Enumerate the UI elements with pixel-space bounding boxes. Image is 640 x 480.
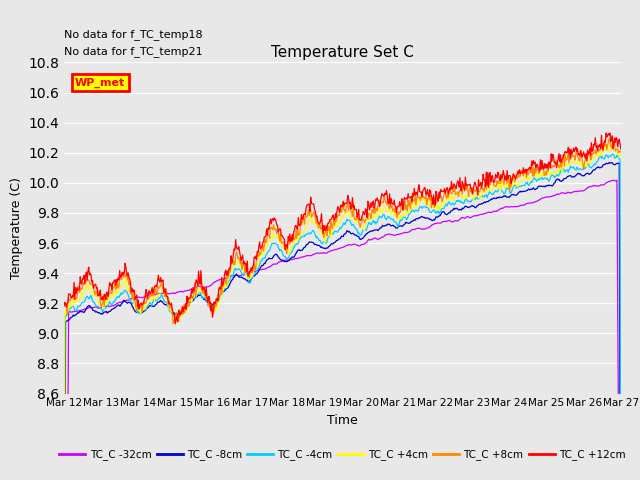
TC_C -4cm — [206, 306, 214, 312]
TC_C +8cm — [207, 304, 215, 310]
TC_C -8cm — [182, 304, 190, 310]
TC_C -4cm — [334, 229, 342, 235]
TC_C +12cm — [617, 146, 625, 152]
Line: TC_C -8cm: TC_C -8cm — [64, 163, 621, 480]
TC_C -32cm — [334, 246, 342, 252]
TC_C +12cm — [602, 130, 610, 136]
TC_C +12cm — [60, 303, 68, 309]
TC_C -32cm — [566, 190, 573, 196]
TC_C +8cm — [60, 303, 68, 309]
TC_C +8cm — [605, 136, 613, 142]
TC_C -8cm — [388, 223, 396, 228]
Text: No data for f_TC_temp18: No data for f_TC_temp18 — [64, 29, 203, 40]
TC_C -8cm — [206, 300, 214, 305]
TC_C -8cm — [334, 237, 342, 243]
TC_C +12cm — [172, 321, 179, 327]
TC_C -32cm — [388, 232, 396, 238]
TC_C +12cm — [389, 201, 397, 206]
TC_C +8cm — [566, 157, 574, 163]
TC_C -4cm — [182, 302, 190, 308]
TC_C +8cm — [335, 212, 342, 217]
Legend: TC_C -32cm, TC_C -8cm, TC_C -4cm, TC_C +4cm, TC_C +8cm, TC_C +12cm: TC_C -32cm, TC_C -8cm, TC_C -4cm, TC_C +… — [55, 445, 630, 465]
TC_C +12cm — [207, 308, 215, 314]
TC_C +4cm — [206, 305, 214, 311]
TC_C +12cm — [183, 293, 191, 299]
TC_C +8cm — [389, 207, 397, 213]
TC_C +4cm — [388, 210, 396, 216]
Line: TC_C -32cm: TC_C -32cm — [64, 180, 621, 480]
Y-axis label: Temperature (C): Temperature (C) — [10, 177, 22, 279]
TC_C +4cm — [606, 142, 614, 148]
TC_C -32cm — [610, 178, 618, 183]
Line: TC_C +4cm: TC_C +4cm — [64, 145, 621, 480]
TC_C +8cm — [444, 189, 451, 195]
Text: WP_met: WP_met — [75, 78, 125, 88]
Line: TC_C +8cm: TC_C +8cm — [64, 139, 621, 324]
Line: TC_C +12cm: TC_C +12cm — [64, 133, 621, 324]
TC_C -8cm — [566, 173, 573, 179]
Title: Temperature Set C: Temperature Set C — [271, 45, 414, 60]
TC_C +4cm — [566, 162, 573, 168]
TC_C -32cm — [206, 283, 214, 288]
TC_C -4cm — [609, 151, 617, 157]
TC_C -32cm — [443, 218, 451, 224]
X-axis label: Time: Time — [327, 414, 358, 427]
TC_C +8cm — [183, 302, 191, 308]
TC_C +4cm — [182, 306, 190, 312]
TC_C +12cm — [444, 185, 451, 191]
Line: TC_C -4cm: TC_C -4cm — [64, 154, 621, 480]
TC_C +4cm — [334, 220, 342, 226]
TC_C +4cm — [443, 196, 451, 202]
TC_C -8cm — [605, 160, 613, 166]
TC_C +12cm — [566, 156, 574, 161]
TC_C -8cm — [443, 212, 451, 217]
TC_C -4cm — [566, 166, 573, 172]
TC_C -32cm — [182, 288, 190, 294]
TC_C -4cm — [443, 203, 451, 209]
TC_C +8cm — [617, 149, 625, 155]
TC_C +8cm — [169, 321, 177, 326]
Text: No data for f_TC_temp21: No data for f_TC_temp21 — [64, 46, 203, 57]
TC_C +4cm — [617, 152, 625, 157]
TC_C -4cm — [388, 216, 396, 222]
TC_C +12cm — [335, 204, 342, 210]
